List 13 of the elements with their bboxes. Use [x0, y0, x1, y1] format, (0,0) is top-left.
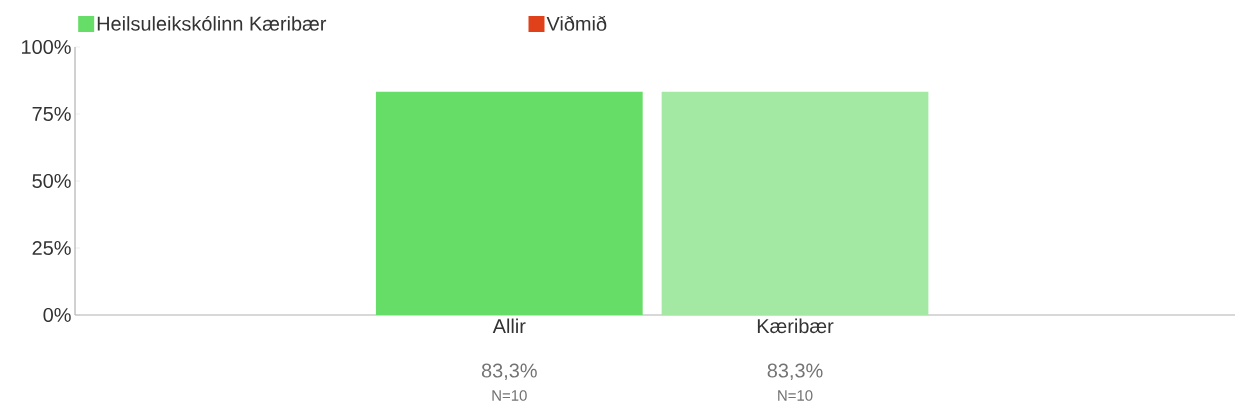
text: N=10 [778, 390, 813, 401]
legend-label: Heilsuleikskólinn Kæribær [97, 15, 327, 31]
y-tick-label: 75% [32, 106, 71, 121]
x-tick-label: Kæribær [757, 318, 834, 334]
y-tick-label: 50% [32, 173, 71, 189]
y-tick-label: 100% [22, 39, 71, 55]
data-label: 83,3% [481, 363, 537, 380]
legend-label: Viðmið [546, 15, 607, 31]
y-tick-label: 0% [43, 307, 71, 323]
y-tick-label: 25% [32, 240, 71, 256]
x-tick-label: Allir [492, 318, 526, 333]
data-label: 83,3% [767, 363, 823, 380]
text: N=10 [492, 390, 527, 401]
